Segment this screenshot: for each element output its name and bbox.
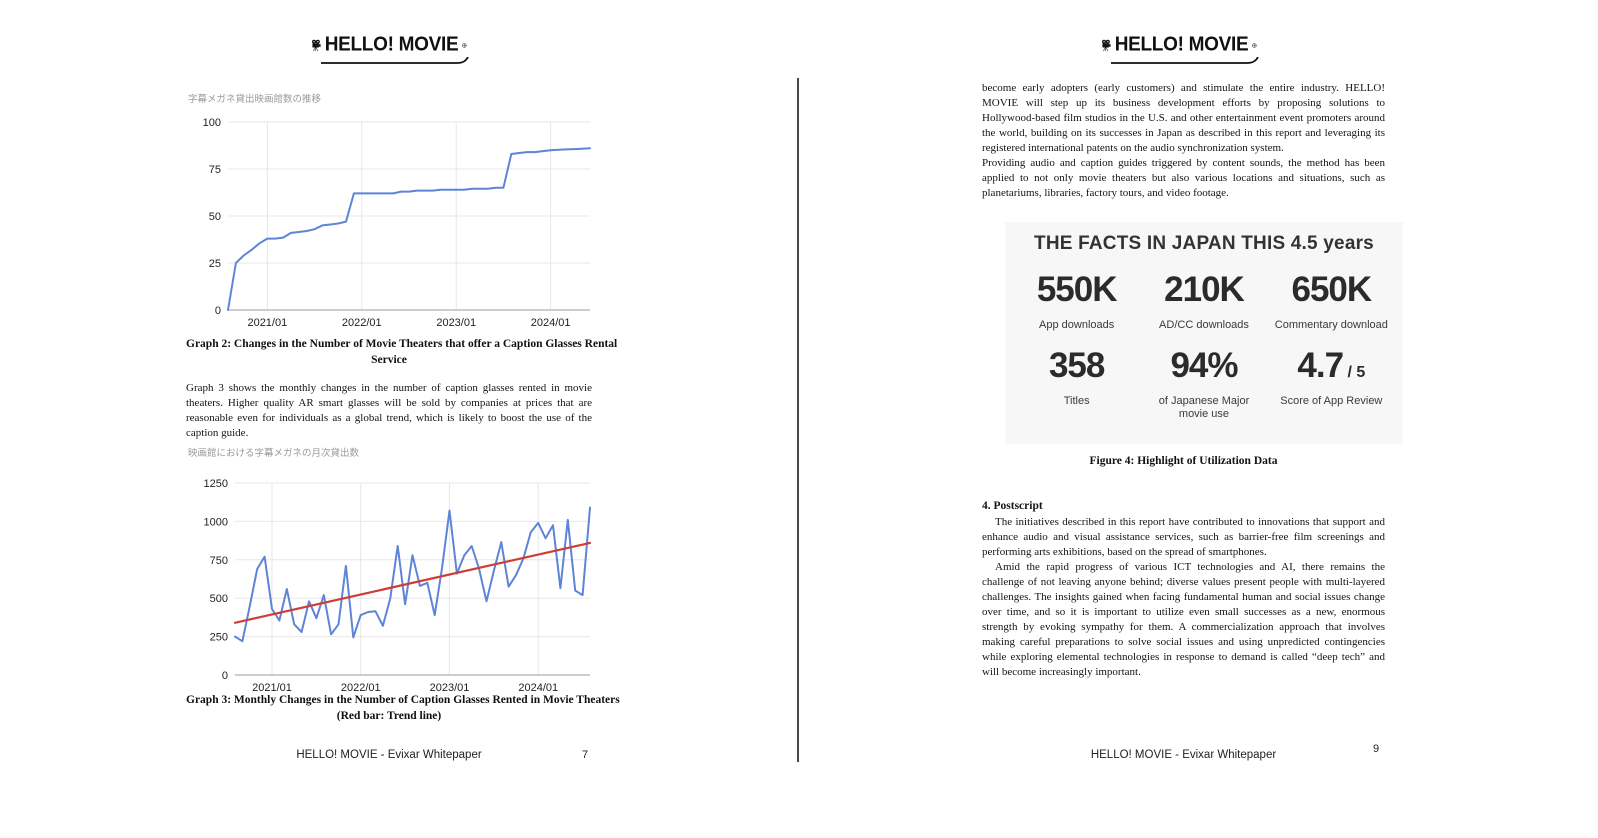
svg-text:2023/01: 2023/01 bbox=[430, 682, 470, 694]
stat-label: AD/CC downloads bbox=[1159, 319, 1249, 331]
movie-camera-icon bbox=[312, 39, 321, 51]
svg-text:2021/01: 2021/01 bbox=[252, 682, 292, 694]
logo-wordmark: HELLO! MOVIE bbox=[324, 33, 459, 56]
stat-adcc-downloads: 210K AD/CC downloads bbox=[1140, 271, 1267, 333]
movie-camera-icon bbox=[1102, 39, 1111, 51]
left-page: HELLO! MOVIE 字幕メガネ貸出映画館数の推移 2021/01 2022/0… bbox=[0, 0, 798, 838]
graph2-caption-line2: Service bbox=[371, 353, 407, 366]
svg-text:250: 250 bbox=[210, 632, 228, 644]
facts-card: THE FACTS IN JAPAN THIS 4.5 years 550K A… bbox=[1005, 222, 1403, 444]
stat-value: 94% bbox=[1170, 345, 1238, 385]
stat-label: of Japanese Major movie use bbox=[1158, 394, 1250, 421]
svg-text:1250: 1250 bbox=[204, 478, 228, 490]
stat-value: 358 bbox=[1048, 345, 1105, 385]
stat-app-review-score: 4.7 / 5 Score of App Review bbox=[1268, 345, 1395, 422]
footer-left: HELLO! MOVIE - Evixar Whitepaper bbox=[296, 749, 482, 761]
postscript-heading: 4. Postscript bbox=[982, 500, 1043, 512]
stat-value: 550K bbox=[1036, 270, 1118, 309]
film-reel-icon bbox=[462, 42, 467, 48]
film-reel-icon bbox=[1252, 42, 1257, 48]
hello-movie-logo: HELLO! MOVIE bbox=[1101, 26, 1259, 64]
stat-major-movie-use: 94% of Japanese Major movie use bbox=[1140, 345, 1267, 422]
svg-text:100: 100 bbox=[203, 117, 221, 129]
svg-text:0: 0 bbox=[222, 670, 228, 682]
graph2-line-chart: 字幕メガネ貸出映画館数の推移 2021/01 2022/01 2023/01 2024/… bbox=[188, 93, 591, 329]
stat-value: 650K bbox=[1291, 270, 1372, 309]
svg-text:2023/01: 2023/01 bbox=[436, 317, 476, 329]
svg-text:750: 750 bbox=[210, 555, 228, 567]
right-page: HELLO! MOVIE become early adopters (earl… bbox=[799, 0, 1598, 838]
figure4-caption: Figure 4: Highlight of Utilization Data bbox=[1089, 455, 1278, 467]
facts-grid: 550K App downloads 210K AD/CC downloads … bbox=[1005, 271, 1403, 422]
graph3-caption: Graph 3: Monthly Changes in the Number o… bbox=[186, 693, 620, 724]
footer-right: HELLO! MOVIE - Evixar Whitepaper bbox=[1090, 749, 1277, 761]
page-divider bbox=[797, 78, 799, 762]
stat-suffix: / 5 bbox=[1343, 363, 1366, 381]
graph2-caption-line1: Graph 2: Changes in the Number of Movie … bbox=[186, 338, 618, 350]
stat-label: Commentary download bbox=[1274, 319, 1388, 331]
stat-commentary-download: 650K Commentary download bbox=[1268, 271, 1395, 333]
graph3-caption-line2: (Red bar: Trend line) bbox=[336, 709, 442, 722]
stat-app-downloads: 550K App downloads bbox=[1013, 271, 1140, 333]
stat-value: 210K bbox=[1164, 270, 1245, 309]
stat-label: App downloads bbox=[1039, 319, 1115, 331]
svg-text:2024/01: 2024/01 bbox=[531, 317, 571, 329]
svg-text:500: 500 bbox=[210, 593, 228, 605]
page-number-right: 9 bbox=[1373, 743, 1380, 755]
postscript-paragraph-2: Amid the rapid progress of various ICT t… bbox=[982, 561, 1385, 678]
graph2-caption: Graph 2: Changes in the Number of Movie … bbox=[186, 337, 618, 368]
svg-text:2024/01: 2024/01 bbox=[518, 682, 558, 694]
svg-text:1000: 1000 bbox=[204, 516, 228, 528]
logo-wordmark: HELLO! MOVIE bbox=[1114, 33, 1249, 56]
stat-value: 4.7 bbox=[1297, 345, 1344, 385]
facts-title: THE FACTS IN JAPAN THIS 4.5 years bbox=[1034, 233, 1374, 254]
page-number-left: 7 bbox=[582, 749, 589, 761]
body-paragraph-2: Providing audio and caption guides trigg… bbox=[982, 157, 1385, 199]
graph3-line-chart: 映画館における字幕メガネの月次貸出数 2021/01 2022/01 2023/01 2… bbox=[188, 447, 592, 694]
intro-text-block: become early adopters (early customers) … bbox=[982, 81, 1385, 201]
svg-text:映画館における字幕メガネの月次貸出数: 映画館における字幕メガネの月次貸出数 bbox=[188, 447, 360, 459]
svg-text:50: 50 bbox=[209, 211, 221, 223]
svg-text:75: 75 bbox=[209, 164, 221, 176]
svg-text:2021/01: 2021/01 bbox=[247, 317, 287, 329]
stat-titles: 358 Titles bbox=[1013, 345, 1140, 422]
svg-text:字幕メガネ貸出映画館数の推移: 字幕メガネ貸出映画館数の推移 bbox=[188, 93, 322, 105]
body-paragraph-1: become early adopters (early customers) … bbox=[982, 82, 1385, 154]
svg-text:0: 0 bbox=[215, 305, 221, 317]
svg-text:2022/01: 2022/01 bbox=[342, 317, 382, 329]
graph3-caption-line1: Graph 3: Monthly Changes in the Number o… bbox=[186, 694, 620, 706]
svg-text:25: 25 bbox=[209, 258, 221, 270]
hello-movie-logo: HELLO! MOVIE bbox=[311, 26, 469, 64]
stat-label: Titles bbox=[1063, 394, 1090, 407]
postscript-paragraph-1: The initiatives described in this report… bbox=[982, 516, 1385, 558]
postscript-section: 4. Postscript The initiatives described … bbox=[982, 499, 1385, 680]
svg-text:2022/01: 2022/01 bbox=[341, 682, 381, 694]
graph3-intro-paragraph: Graph 3 shows the monthly changes in the… bbox=[186, 382, 592, 439]
logo-underline bbox=[1111, 57, 1259, 64]
stat-label: Score of App Review bbox=[1280, 394, 1383, 407]
logo-underline bbox=[321, 57, 469, 64]
